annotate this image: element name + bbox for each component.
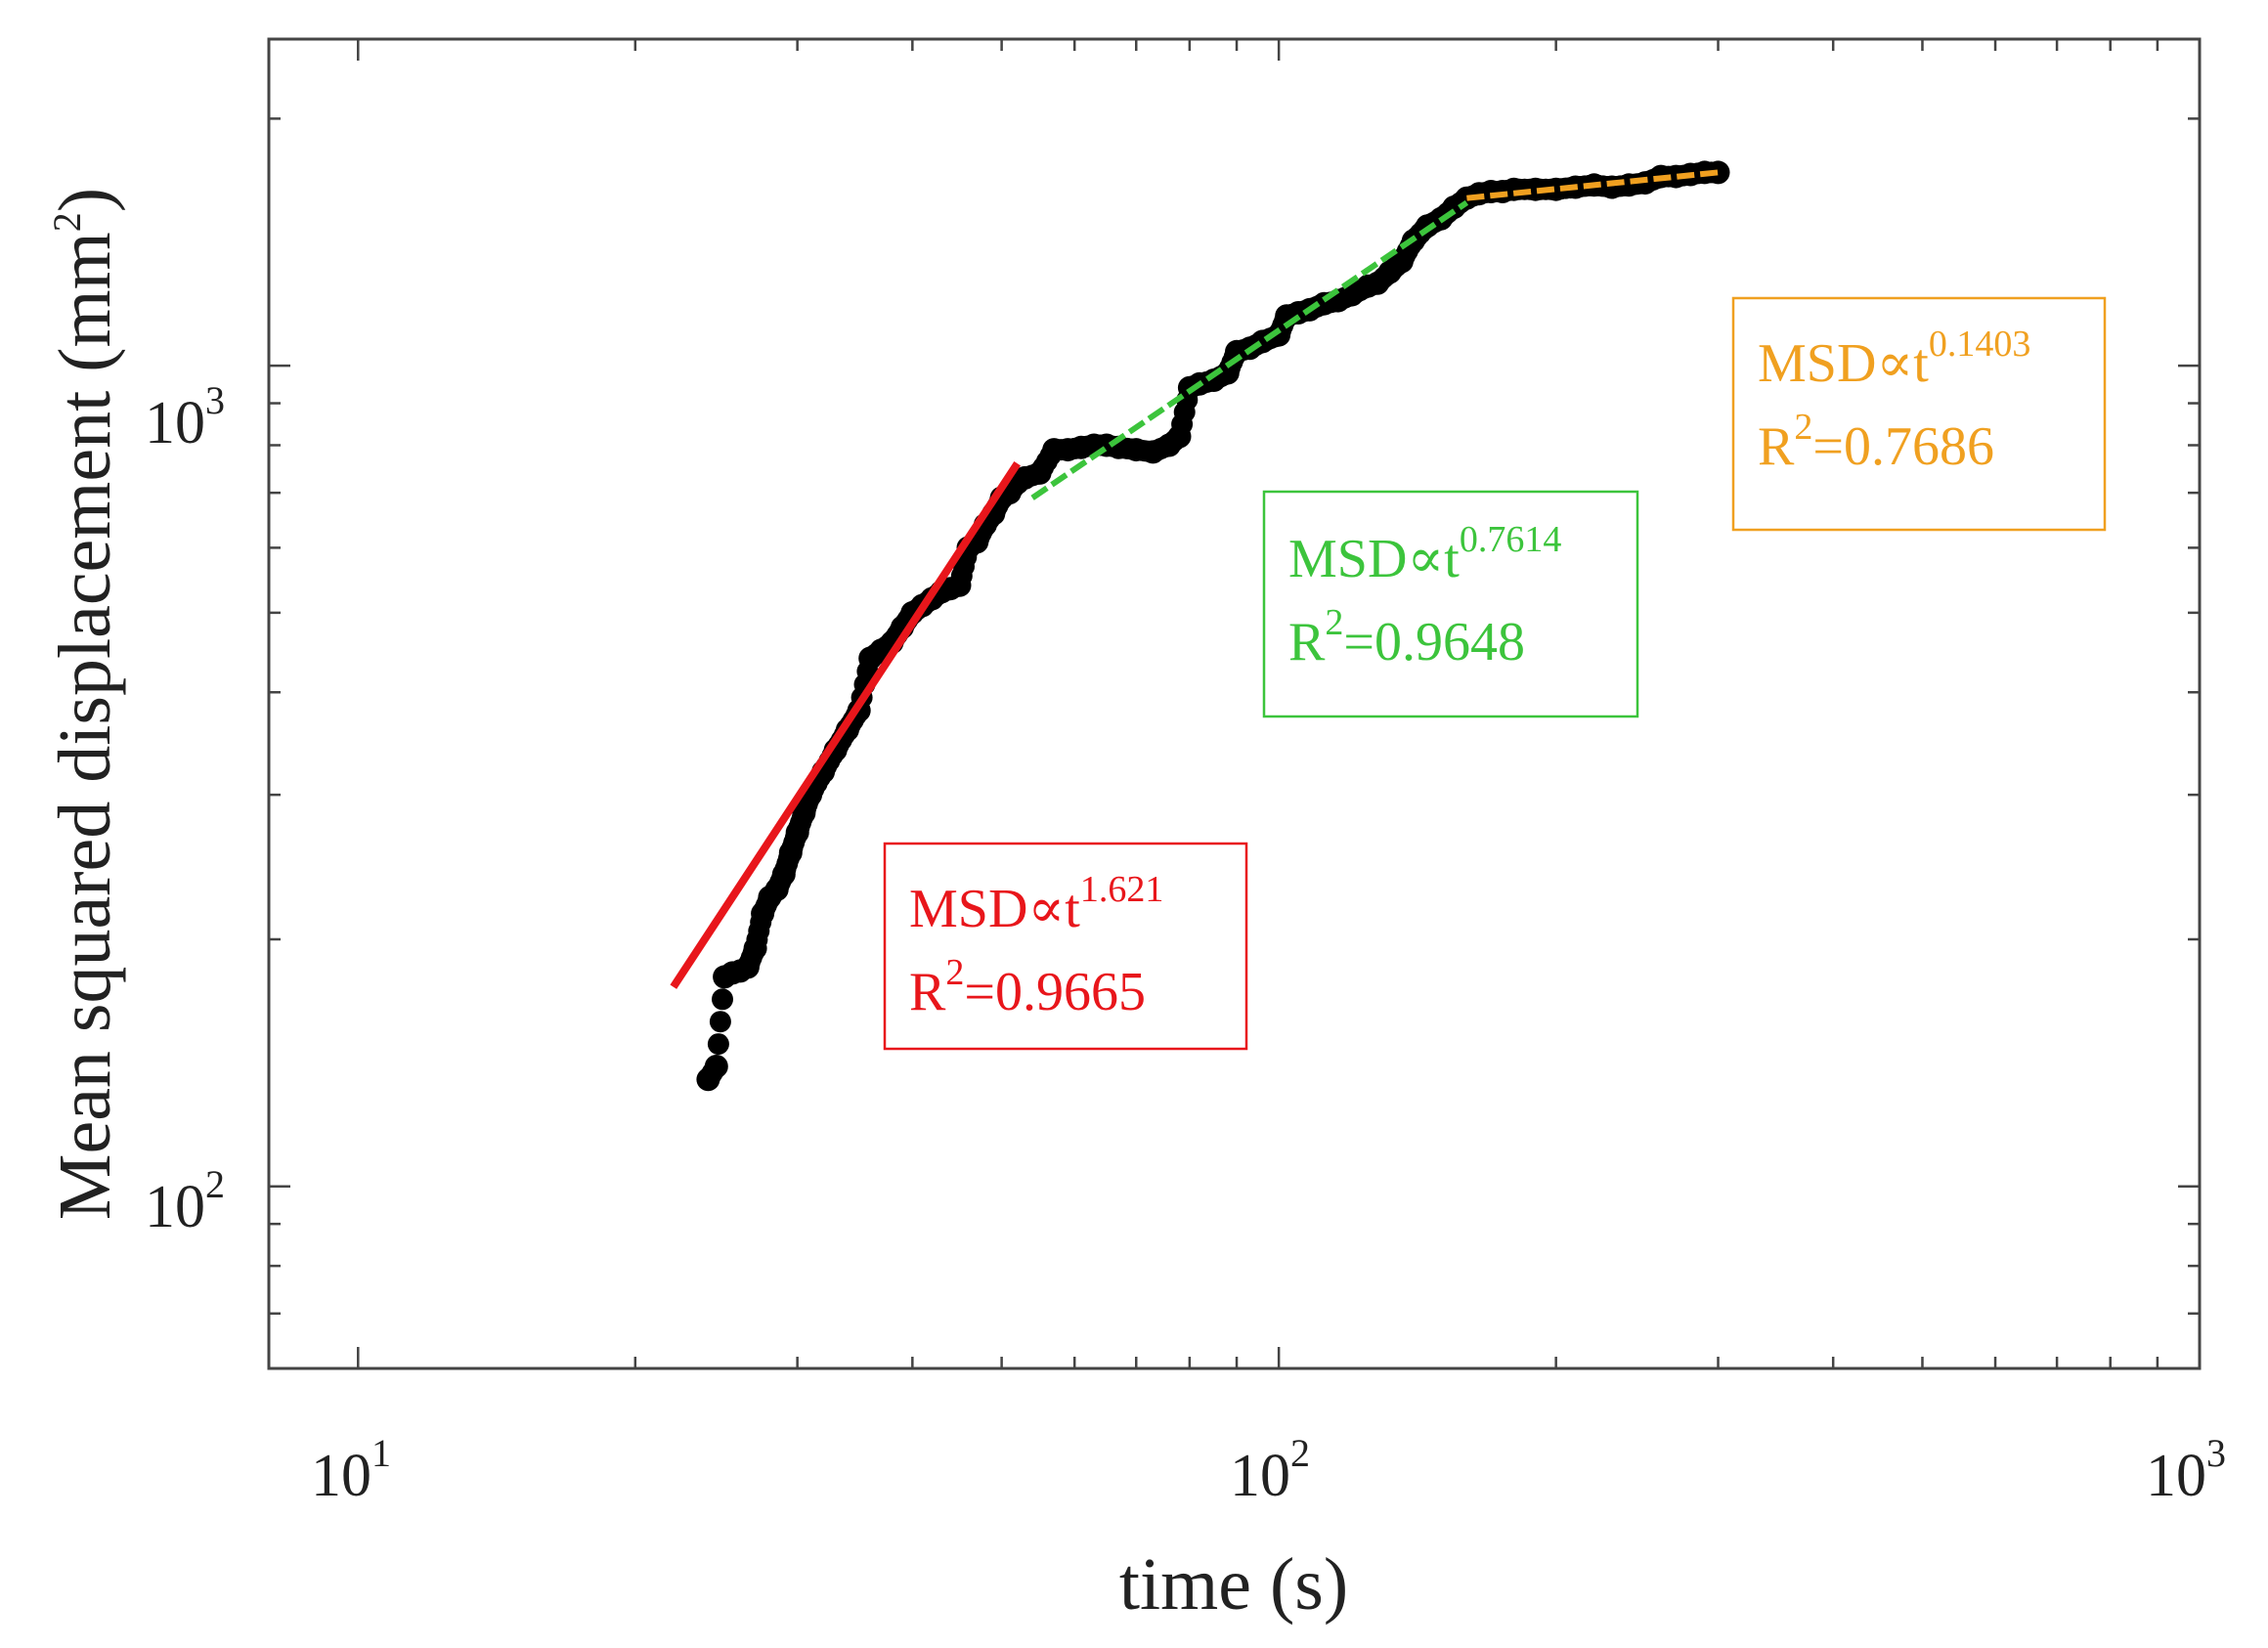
annotation-red-box: [883, 842, 1248, 1051]
x-axis-title: time (s): [1119, 1543, 1348, 1626]
annotation-green-line2: R2=0.9648: [1288, 602, 1525, 672]
fit-2-line: [1030, 199, 1469, 500]
data-point: [707, 1033, 729, 1056]
data-point: [712, 988, 733, 1011]
y-tick-label-1: 102: [145, 1162, 225, 1240]
y-axis-title: Mean squared displacement (mm2): [44, 188, 126, 1220]
x-tick-label-3: 103: [2146, 1431, 2226, 1509]
data-point: [709, 1011, 731, 1033]
annotation-red-line2: R2=0.9665: [909, 952, 1146, 1022]
annotation-red-line1: MSD∝t1.621: [909, 869, 1163, 939]
annotation-red: MSD∝t1.621 R2=0.9665: [883, 842, 1248, 1051]
annotation-green-line1: MSD∝t0.7614: [1288, 519, 1561, 589]
y-tick-label-2: 103: [145, 378, 225, 456]
fit-3-line: [1466, 169, 1719, 201]
annotation-green-box: [1262, 490, 1639, 718]
annotation-orange-line1: MSD∝t0.1403: [1758, 324, 2030, 394]
x-tick-label-2: 102: [1230, 1431, 1310, 1509]
fit-1-line: [670, 461, 1022, 989]
annotation-orange-line2: R2=0.7686: [1758, 407, 1994, 477]
data-point: [1706, 160, 1730, 185]
annotation-green: MSD∝t0.7614 R2=0.9648: [1262, 490, 1639, 718]
data-point: [704, 1055, 728, 1078]
annotation-orange-box: [1731, 296, 2107, 532]
x-tick-label-1: 101: [311, 1431, 391, 1509]
plot-area: [267, 37, 2202, 1370]
annotation-orange: MSD∝t0.1403 R2=0.7686: [1731, 296, 2107, 532]
ticks-layer: [269, 39, 2202, 1370]
